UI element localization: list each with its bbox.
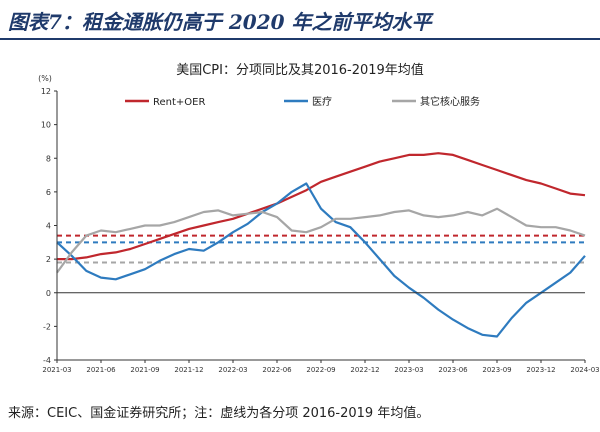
x-tick-label: 2023-03	[394, 366, 423, 374]
x-tick-label: 2022-09	[306, 366, 335, 374]
series-line-2	[56, 182, 586, 338]
figure-source-note: 来源：CEIC、国金证券研究所；注：虚线为各分项 2016-2019 年均值。	[8, 406, 430, 421]
y-tick-label: 12	[41, 87, 51, 96]
y-tick-label: 10	[41, 121, 51, 130]
legend-label-2: 医疗	[312, 95, 332, 108]
y-tick-label: 4	[46, 222, 51, 231]
cpi-line-chart: 美国CPI：分项同比及其2016-2019年均值 (%) Rent+OER 医疗 其…	[38, 62, 600, 374]
y-tick-label: -2	[43, 322, 51, 331]
reference-lines	[57, 234, 585, 264]
title-rule	[0, 38, 600, 40]
x-tick-label: 2021-03	[42, 366, 71, 374]
y-axis-unit-label: (%)	[38, 74, 52, 83]
x-tick-label: 2022-06	[262, 366, 292, 374]
chart-axes: -4 -2 0 2 4 6 8 10 12 2021-03 2021-06 2021-09 2021-1…	[41, 87, 600, 374]
x-tick-label: 2022-03	[218, 366, 247, 374]
legend-label-3: 其它核心服务	[420, 95, 480, 108]
figure-header: 图表7：租金通胀仍高于 2020 年之前平均水平	[0, 0, 600, 40]
legend-label-1: Rent+OER	[153, 97, 205, 108]
y-tick-label: 8	[46, 154, 51, 163]
figure-title: 图表7：租金通胀仍高于 2020 年之前平均水平	[8, 10, 432, 34]
y-tick-label: 6	[46, 188, 51, 197]
x-tick-label: 2022-12	[350, 366, 379, 374]
series-line-1	[57, 152, 586, 261]
series-lines	[56, 152, 586, 338]
x-tick-label: 2021-09	[130, 366, 159, 374]
series-line-3	[56, 207, 586, 274]
x-tick-label: 2024-03	[570, 366, 599, 374]
y-tick-label: 2	[46, 255, 51, 264]
y-tick-label: -4	[43, 356, 51, 365]
x-tick-label: 2023-09	[482, 366, 511, 374]
x-tick-label: 2021-12	[174, 366, 203, 374]
chart-title: 美国CPI：分项同比及其2016-2019年均值	[176, 62, 424, 78]
chart-legend: Rent+OER 医疗 其它核心服务	[125, 95, 480, 108]
y-tick-label: 0	[46, 289, 51, 298]
x-tick-label: 2023-06	[438, 366, 468, 374]
x-tick-label: 2021-06	[86, 366, 116, 374]
x-tick-label: 2023-12	[526, 366, 555, 374]
